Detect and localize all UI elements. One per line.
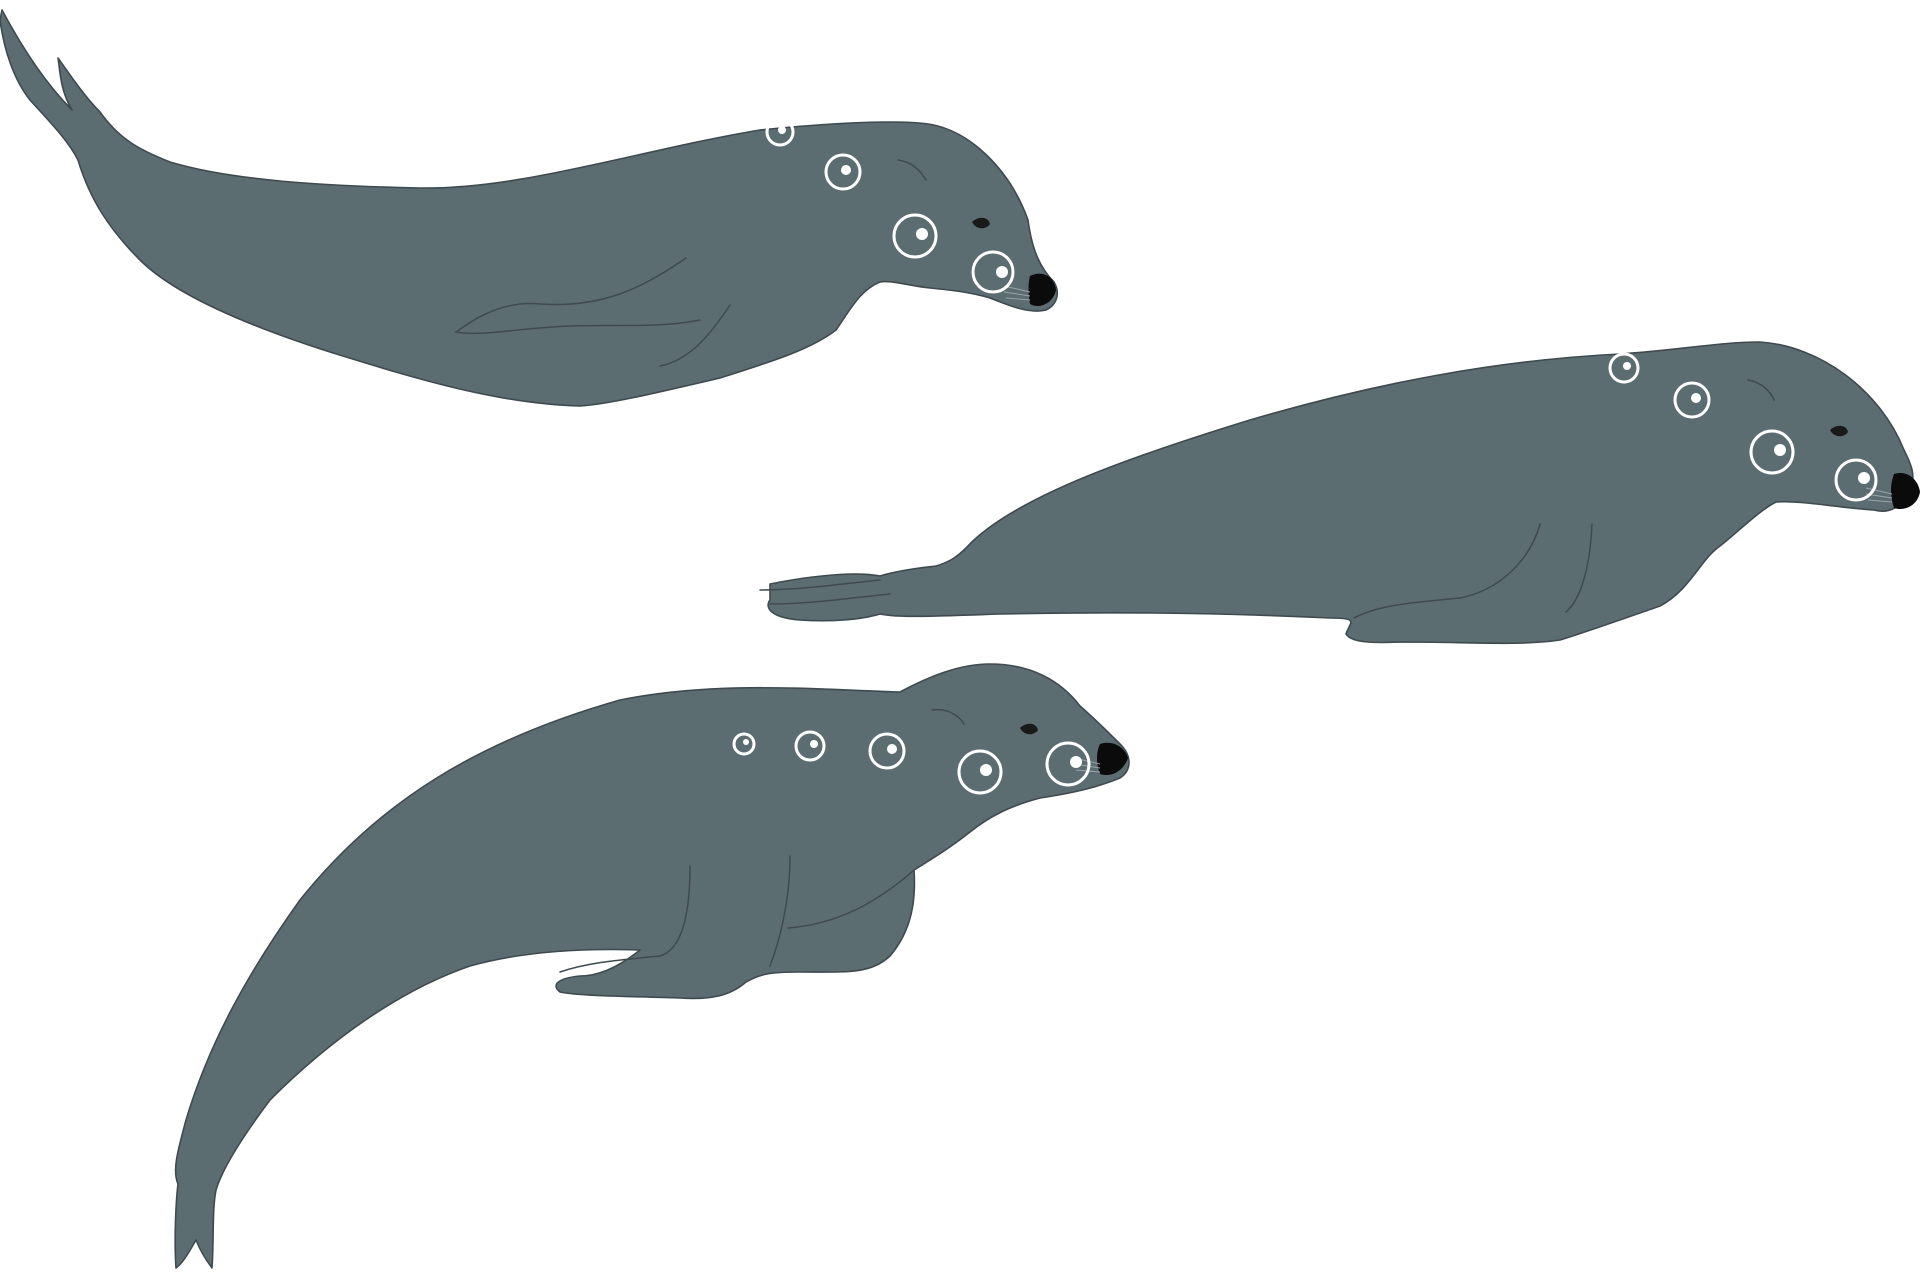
- seal-3-ear: [931, 708, 965, 725]
- seal-2-hind-flipper-lines: [759, 579, 891, 605]
- seal-2-spots: [1608, 352, 1878, 502]
- seal-3-spots: [732, 730, 1091, 795]
- seal-3-fore-flipper: [559, 865, 691, 973]
- seal-2-body: [767, 341, 1914, 645]
- seal-2-ear: [1747, 379, 1775, 401]
- seal-bottom-left: [174, 663, 1130, 1269]
- seal-top-left: [0, 9, 1059, 407]
- seal-1-flipper-fold: [659, 304, 731, 367]
- seal-1-ear: [897, 159, 927, 181]
- seal-3-flank-line: [769, 855, 791, 967]
- seal-2-fore-flipper: [1353, 523, 1541, 619]
- seal-3-eye: [1020, 723, 1038, 735]
- seal-3-nose: [1097, 742, 1128, 776]
- seal-1-spots: [765, 117, 1015, 294]
- seal-1-eye: [972, 217, 990, 229]
- seal-1-nose: [1028, 273, 1056, 307]
- seal-2-eye: [1830, 425, 1848, 437]
- seal-3-body: [174, 663, 1130, 1269]
- seal-2-flank-line: [1565, 523, 1593, 613]
- seal-1-body: [0, 9, 1059, 407]
- seal-right: [759, 341, 1920, 645]
- seal-2-nose: [1891, 472, 1920, 510]
- seal-1-flipper: [454, 257, 701, 335]
- seal-3-body-fold: [787, 869, 915, 929]
